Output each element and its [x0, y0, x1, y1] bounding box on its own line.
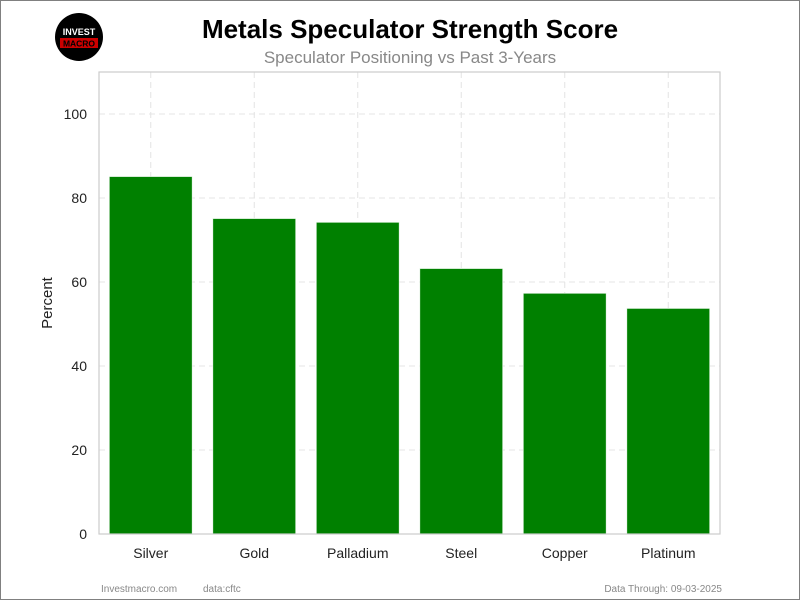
chart-subtitle: Speculator Positioning vs Past 3-Years: [264, 48, 556, 67]
logo-line1: INVEST: [63, 27, 96, 37]
plot-border: [98, 71, 721, 535]
bar-gold: [212, 218, 296, 535]
y-tick-label: 100: [64, 106, 88, 122]
y-tick-label: 60: [71, 274, 87, 290]
y-tick-label: 20: [71, 442, 87, 458]
logo-line2: MACRO: [63, 39, 95, 49]
bar-copper: [523, 293, 607, 535]
bar-steel: [419, 268, 503, 535]
logo: INVEST MACRO: [55, 13, 103, 61]
footer-data-through: Data Through: 09-03-2025: [604, 584, 722, 595]
y-tick-label: 80: [71, 190, 87, 206]
chart-title: Metals Speculator Strength Score: [202, 14, 618, 44]
logo-circle: [55, 13, 103, 61]
x-tick-label: Copper: [542, 545, 588, 561]
bar-palladium: [316, 222, 400, 535]
y-tick-label: 40: [71, 358, 87, 374]
x-tick-label: Steel: [445, 545, 477, 561]
y-tick-label: 0: [79, 526, 87, 542]
footer-site: Investmacro.com: [101, 584, 177, 595]
y-axis-label: Percent: [39, 276, 56, 329]
x-tick-label: Palladium: [327, 545, 388, 561]
bar-platinum: [626, 308, 710, 535]
footer-source: data:cftc: [203, 584, 241, 595]
bar-silver: [109, 176, 193, 535]
x-tick-label: Gold: [239, 545, 269, 561]
x-tick-label: Platinum: [641, 545, 695, 561]
x-tick-label: Silver: [133, 545, 168, 561]
logo-band: [60, 38, 98, 48]
